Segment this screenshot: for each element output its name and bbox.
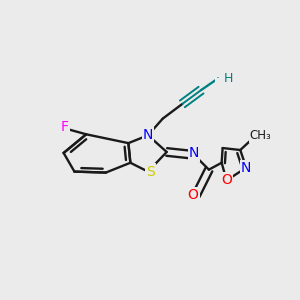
Text: · H: · H — [216, 72, 233, 85]
Text: O: O — [188, 188, 199, 202]
Text: O: O — [221, 173, 232, 188]
Text: F: F — [61, 120, 69, 134]
Text: N: N — [143, 128, 153, 142]
Text: N: N — [241, 161, 251, 175]
Text: CH₃: CH₃ — [250, 129, 272, 142]
Text: N: N — [189, 146, 200, 161]
Text: S: S — [146, 165, 155, 178]
